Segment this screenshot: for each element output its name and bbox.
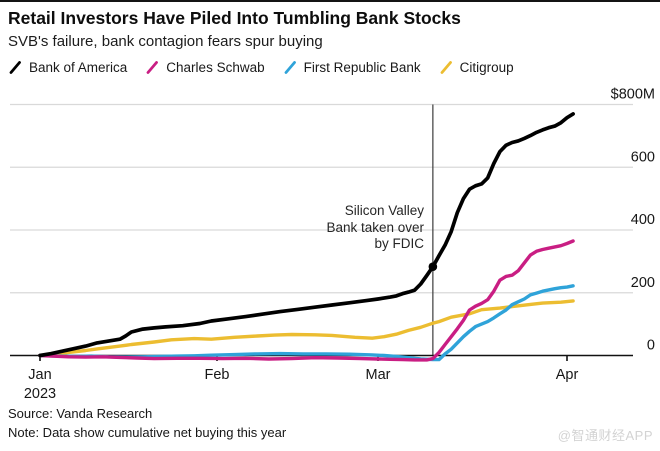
- x-tick-label-mar: Mar: [366, 367, 391, 383]
- watermark: @智通财经APP: [557, 428, 653, 443]
- slash-icon: [9, 61, 21, 74]
- legend-item-first-republic-bank[interactable]: First Republic Bank: [284, 60, 421, 75]
- slash-icon: [146, 61, 159, 74]
- chart-footer: Source: Vanda Research Note: Data show c…: [8, 404, 286, 442]
- event-annotation-line: by FDIC: [374, 236, 424, 251]
- series-line-first-republic-bank: [38, 284, 575, 362]
- x-tick-label-jan: Jan: [28, 367, 51, 383]
- x-tick-label-feb: Feb: [205, 367, 230, 383]
- event-annotation: Silicon Valley Bank taken over by FDIC: [326, 203, 424, 253]
- x-tick-label-apr: Apr: [556, 367, 579, 383]
- y-tick-label-0: 0: [647, 338, 655, 354]
- legend-label: First Republic Bank: [303, 60, 421, 75]
- legend-label: Charles Schwab: [166, 60, 265, 75]
- y-tick-label-600: 600: [631, 149, 655, 165]
- event-marker-dot: [428, 262, 438, 272]
- y-tick-label--800m: $800M: [611, 87, 655, 103]
- legend: Bank of America Charles Schwab First Repub…: [9, 60, 514, 75]
- y-tick-label-400: 400: [631, 212, 655, 228]
- legend-item-bank-of-america[interactable]: Bank of America: [9, 60, 127, 75]
- series-line-bank-of-america: [38, 112, 575, 358]
- slash-icon: [284, 61, 296, 74]
- data-note: Note: Data show cumulative net buying th…: [8, 425, 287, 440]
- event-annotation-line: Silicon Valley: [344, 203, 424, 218]
- page-subtitle: SVB's failure, bank contagion fears spur…: [8, 33, 323, 50]
- source-note: Source: Vanda Research: [8, 406, 153, 421]
- series-line-charles-schwab: [38, 239, 575, 362]
- x-tick-sublabel-2023: 2023: [24, 386, 56, 402]
- slash-icon: [440, 61, 452, 74]
- page-title: Retail Investors Have Piled Into Tumblin…: [8, 8, 461, 28]
- series-line-citigroup: [38, 299, 575, 358]
- legend-item-charles-schwab[interactable]: Charles Schwab: [146, 60, 265, 75]
- y-tick-label-200: 200: [631, 275, 655, 291]
- legend-label: Citigroup: [459, 60, 514, 75]
- legend-label: Bank of America: [29, 60, 128, 75]
- legend-item-citigroup[interactable]: Citigroup: [440, 60, 514, 75]
- event-annotation-line: Bank taken over: [326, 219, 424, 235]
